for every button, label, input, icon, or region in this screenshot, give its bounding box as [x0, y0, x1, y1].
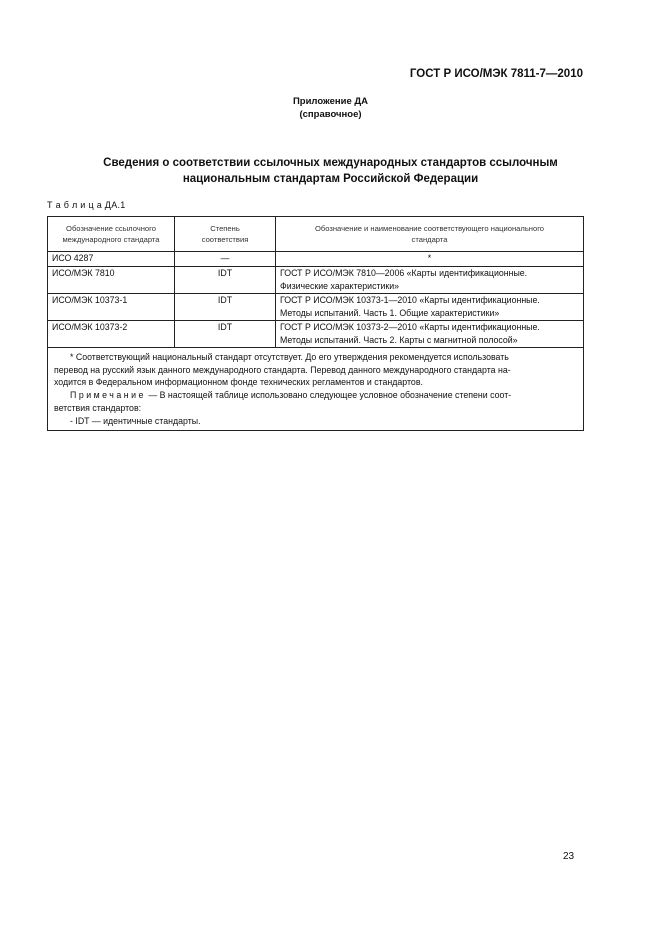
section-title-line: Сведения о соответствии ссылочных междун…: [103, 157, 558, 169]
table-row: ИСО/МЭК 10373-1 IDT ГОСТ Р ИСО/МЭК 10373…: [47, 293, 584, 321]
footnote-line: * Соответствующий национальный стандарт …: [70, 352, 509, 362]
correspondence-table: Обозначение ссылочного международного ста…: [47, 216, 584, 432]
cell-degree: —: [174, 251, 276, 267]
footnote-line: перевод на русский язык данного междунар…: [54, 364, 511, 375]
table-footnote-row: * Соответствующий национальный стандарт …: [47, 346, 584, 432]
appendix-heading: Приложение ДА (справочное): [0, 95, 661, 121]
cell-degree: IDT: [174, 266, 276, 294]
note-line: ветствия стандартов:: [54, 402, 142, 413]
footnote-line: ходится в Федеральном информационном фон…: [54, 377, 423, 388]
header-degree: Степень соответствия: [174, 216, 276, 252]
note-line: - IDT — идентичные стандарты.: [70, 415, 201, 426]
table-row: ИСО/МЭК 7810 IDT ГОСТ Р ИСО/МЭК 7810—200…: [47, 266, 584, 294]
section-title: Сведения о соответствии ссылочных междун…: [0, 155, 661, 187]
appendix-subtitle: (справочное): [299, 109, 362, 120]
appendix-title: Приложение ДА: [292, 96, 369, 107]
cell-intl: ИСО/МЭК 10373-2: [47, 320, 175, 348]
cell-national: *: [275, 251, 584, 267]
section-title-line: национальным стандартам Российской Федер…: [182, 173, 479, 185]
cell-intl: ИСО 4287: [47, 251, 175, 267]
document-id-header: ГОСТ Р ИСО/МЭК 7811-7—2010: [409, 68, 583, 80]
page-number: 23: [563, 851, 575, 862]
header-national-standard: Обозначение и наименование соответствующ…: [275, 216, 584, 252]
cell-intl: ИСО/МЭК 7810: [47, 266, 175, 294]
cell-intl: ИСО/МЭК 10373-1: [47, 293, 175, 321]
table-row: ИСО/МЭК 10373-2 IDT ГОСТ Р ИСО/МЭК 10373…: [47, 320, 584, 348]
table-footnote: * Соответствующий национальный стандарт …: [47, 346, 584, 432]
cell-national: ГОСТ Р ИСО/МЭК 7810—2006 «Карты идентифи…: [275, 266, 584, 294]
table-row: ИСО 4287 — *: [47, 251, 584, 267]
cell-degree: IDT: [174, 293, 276, 321]
cell-national: ГОСТ Р ИСО/МЭК 10373-1—2010 «Карты идент…: [275, 293, 584, 321]
table-header-row: Обозначение ссылочного международного ста…: [47, 216, 584, 252]
note-label: Примечание: [70, 390, 146, 401]
table-caption: Т а б л и ц а ДА.1: [47, 200, 126, 210]
header-intl-standard: Обозначение ссылочного международного ста…: [47, 216, 175, 252]
cell-degree: IDT: [174, 320, 276, 348]
cell-national: ГОСТ Р ИСО/МЭК 10373-2—2010 «Карты идент…: [275, 320, 584, 348]
note-line: Примечание — В настоящей таблице использ…: [70, 390, 512, 401]
